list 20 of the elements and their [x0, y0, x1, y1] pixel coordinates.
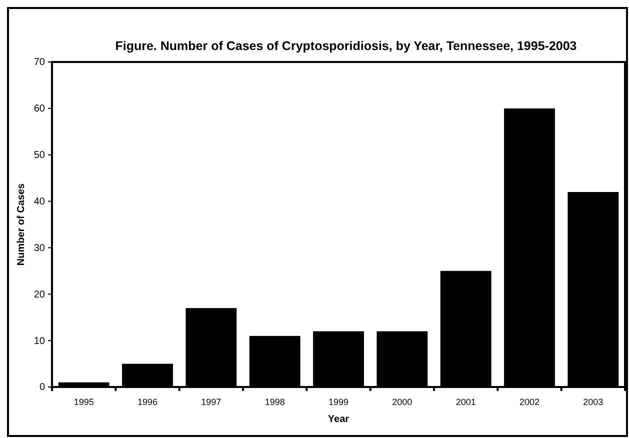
x-tick-label: 2003 — [583, 397, 604, 407]
x-tick-label: 1999 — [328, 397, 349, 407]
x-tick-label: 1998 — [264, 397, 285, 407]
y-tick-label: 40 — [34, 196, 46, 208]
x-tick-label: 2002 — [519, 397, 540, 407]
x-tick-label: 2000 — [392, 397, 412, 407]
x-tick-label: 1997 — [201, 397, 222, 407]
y-tick-label: 60 — [34, 104, 46, 115]
y-tick-label: 50 — [34, 150, 46, 162]
y-axis-title: Number of Cases — [16, 182, 27, 266]
y-tick-label: 30 — [34, 242, 46, 254]
chart-title: Figure. Number of Cases of Cryptosporidiosis, by Year, Tennessee, 1995-2003 — [115, 39, 577, 53]
x-axis-title: Year — [328, 414, 350, 425]
y-tick-label: 70 — [34, 57, 46, 68]
x-tick-label: 1996 — [137, 397, 158, 407]
x-tick-label: 1995 — [74, 397, 94, 407]
y-tick-label: 20 — [34, 289, 46, 300]
y-tick-label: 0 — [39, 382, 46, 394]
y-tick-label: 10 — [34, 336, 46, 347]
x-tick-label: 2001 — [456, 397, 476, 407]
